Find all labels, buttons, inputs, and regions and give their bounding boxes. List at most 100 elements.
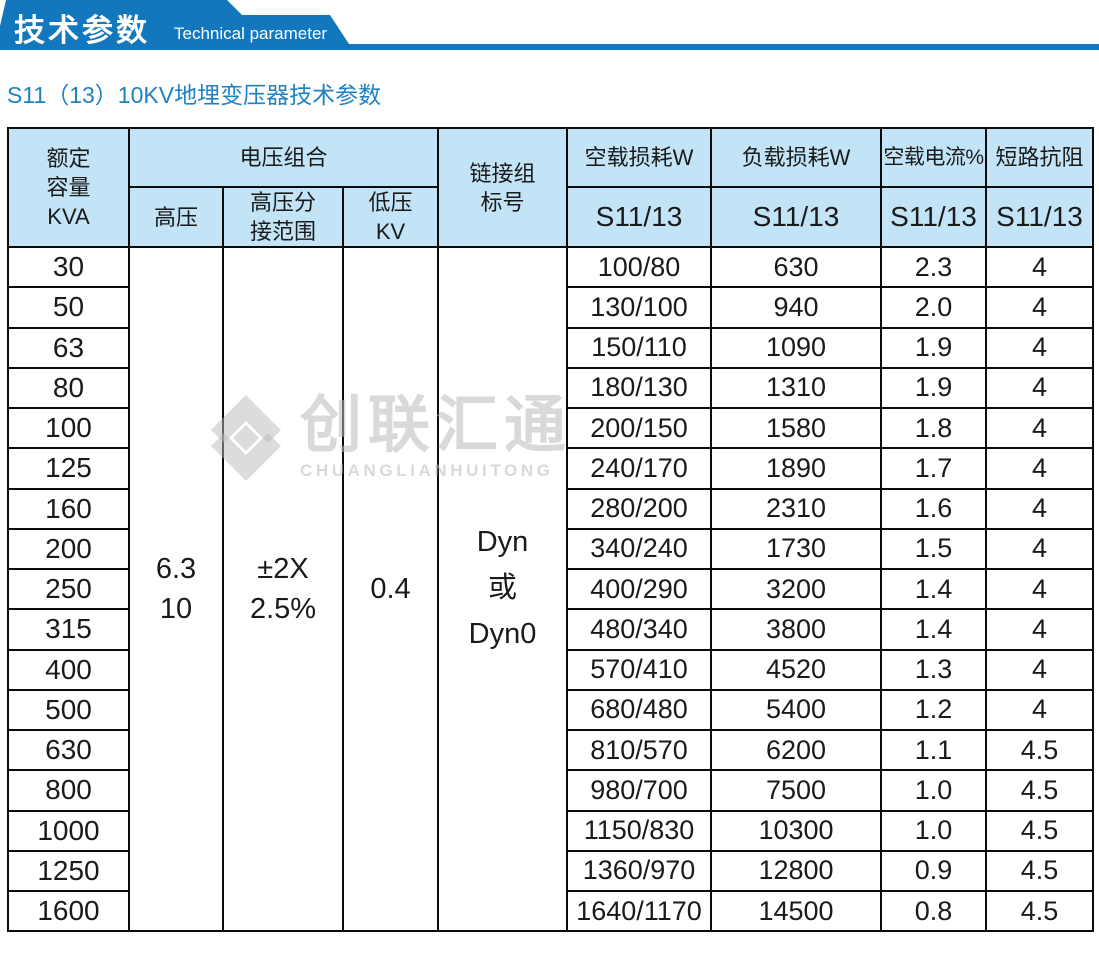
cell-impedance: 4 xyxy=(985,326,1095,369)
cell-capacity: 125 xyxy=(7,447,130,490)
cell-load-loss: 1310 xyxy=(710,366,883,410)
cell-load-loss: 6200 xyxy=(710,729,883,772)
cell-noload-loss: 240/170 xyxy=(566,447,713,490)
cell-noload-current: 1.7 xyxy=(880,447,988,490)
cell-noload-loss: 980/700 xyxy=(566,769,713,812)
spec-table: 额定 容量 KVA 电压组合 链接组 标号 空载损耗W 负载损耗W 空载电流% … xyxy=(7,126,1095,933)
table-row: 315 480/340 3800 1.4 4 xyxy=(7,608,1095,651)
cell-capacity: 50 xyxy=(7,286,130,329)
col-header-noload-current: 空载电流% xyxy=(880,127,988,188)
cell-capacity: 1250 xyxy=(7,849,130,893)
cell-load-loss: 630 xyxy=(710,246,883,289)
table-row: 1250 1360/970 12800 0.9 4.5 xyxy=(7,849,1095,893)
cell-load-loss: 3800 xyxy=(710,608,883,651)
cell-noload-loss: 680/480 xyxy=(566,688,713,732)
cell-impedance: 4 xyxy=(985,608,1095,651)
table-row: 250 400/290 3200 1.4 4 xyxy=(7,568,1095,611)
cell-noload-loss: 150/110 xyxy=(566,326,713,369)
cell-load-loss: 14500 xyxy=(710,890,883,933)
col-header-voltage-group: 电压组合 xyxy=(127,127,440,188)
cell-capacity: 1600 xyxy=(7,890,130,933)
cell-capacity: 63 xyxy=(7,326,130,369)
cell-impedance: 4 xyxy=(985,688,1095,732)
table-header-row-1: 额定 容量 KVA 电压组合 链接组 标号 空载损耗W 负载损耗W 空载电流% … xyxy=(7,126,1095,249)
table-body: 30 6.3 10 ±2X 2.5% 0.4 Dyn 或 Dyn0 100/80 630 2.… xyxy=(7,246,1095,933)
cell-load-loss: 4520 xyxy=(710,648,883,691)
col-header-impedance: 短路抗阻 xyxy=(985,127,1095,188)
table-row: 160 280/200 2310 1.6 4 xyxy=(7,487,1095,530)
cell-impedance: 4.5 xyxy=(985,849,1095,893)
header-banner: 技术参数 Technical parameter xyxy=(0,0,1099,50)
table-row: 1600 1640/1170 14500 0.8 4.5 xyxy=(7,890,1095,933)
table-header-row-2: 高压 高压分 接范围 低压 KV S11/13 S11/13 S11/13 S1… xyxy=(8,185,1095,249)
cell-capacity: 400 xyxy=(7,648,130,691)
cell-impedance: 4.5 xyxy=(985,809,1095,852)
cell-noload-current: 1.9 xyxy=(880,326,988,369)
cell-noload-current: 0.9 xyxy=(880,849,988,893)
cell-noload-current: 1.0 xyxy=(880,809,988,852)
cell-noload-current: 1.6 xyxy=(880,487,988,530)
cell-capacity: 250 xyxy=(7,568,130,611)
cell-capacity: 630 xyxy=(7,729,130,772)
merged-cell-lv: 0.4 xyxy=(341,246,440,933)
cell-capacity: 800 xyxy=(7,769,130,812)
cell-load-loss: 10300 xyxy=(710,809,883,852)
col-header-hv: 高压 xyxy=(128,185,224,249)
banner-ribbon-shape xyxy=(0,0,1099,50)
cell-load-loss: 5400 xyxy=(710,688,883,732)
cell-load-loss: 7500 xyxy=(710,769,883,812)
cell-load-loss: 1090 xyxy=(710,326,883,369)
cell-load-loss: 1730 xyxy=(710,527,883,571)
cell-noload-current: 1.0 xyxy=(880,769,988,812)
table-row: 125 240/170 1890 1.7 4 xyxy=(7,447,1095,490)
cell-impedance: 4.5 xyxy=(985,890,1095,933)
cell-noload-loss: 130/100 xyxy=(566,286,713,329)
cell-load-loss: 2310 xyxy=(710,487,883,530)
cell-noload-loss: 810/570 xyxy=(566,729,713,772)
cell-noload-current: 0.8 xyxy=(880,890,988,933)
cell-capacity: 1000 xyxy=(7,809,130,852)
cell-noload-loss: 200/150 xyxy=(566,407,713,450)
cell-noload-loss: 1150/830 xyxy=(566,809,713,852)
cell-capacity: 315 xyxy=(7,608,130,651)
table-row: 30 6.3 10 ±2X 2.5% 0.4 Dyn 或 Dyn0 100/80 630 2.… xyxy=(7,246,1095,933)
cell-capacity: 500 xyxy=(7,688,130,732)
cell-noload-loss: 1640/1170 xyxy=(566,890,713,933)
col-header-connection: 链接组 标号 xyxy=(437,126,569,249)
cell-noload-loss: 1360/970 xyxy=(566,849,713,893)
cell-impedance: 4 xyxy=(985,366,1095,410)
table-row: 80 180/130 1310 1.9 4 xyxy=(7,366,1095,410)
cell-load-loss: 12800 xyxy=(710,849,883,893)
cell-noload-loss: 280/200 xyxy=(566,487,713,530)
cell-load-loss: 1580 xyxy=(710,407,883,450)
col-subheader-model-load-loss: S11/13 xyxy=(710,185,883,249)
banner-title: 技术参数 xyxy=(14,13,150,48)
cell-load-loss: 3200 xyxy=(710,568,883,611)
col-header-capacity: 额定 容量 KVA xyxy=(7,126,130,249)
cell-impedance: 4 xyxy=(985,407,1095,450)
cell-noload-current: 2.0 xyxy=(880,286,988,329)
cell-noload-current: 1.1 xyxy=(880,729,988,772)
table-row: 800 980/700 7500 1.0 4.5 xyxy=(7,769,1095,812)
cell-noload-loss: 480/340 xyxy=(566,608,713,651)
cell-impedance: 4 xyxy=(985,527,1095,571)
cell-noload-loss: 100/80 xyxy=(566,246,713,289)
cell-noload-loss: 570/410 xyxy=(566,648,713,691)
cell-impedance: 4 xyxy=(985,648,1095,691)
cell-capacity: 160 xyxy=(7,487,130,530)
cell-noload-current: 1.3 xyxy=(880,648,988,691)
cell-noload-current: 2.3 xyxy=(880,246,988,289)
merged-cell-hv: 6.3 10 xyxy=(128,246,224,933)
table-row: 1000 1150/830 10300 1.0 4.5 xyxy=(7,809,1095,852)
cell-noload-loss: 400/290 xyxy=(566,568,713,611)
cell-noload-current: 1.4 xyxy=(880,608,988,651)
cell-noload-current: 1.9 xyxy=(880,366,988,410)
col-subheader-model-noload-current: S11/13 xyxy=(880,185,988,249)
cell-impedance: 4 xyxy=(985,568,1095,611)
merged-cell-connection: Dyn 或 Dyn0 xyxy=(437,246,569,933)
cell-noload-loss: 340/240 xyxy=(566,527,713,571)
table-row: 500 680/480 5400 1.2 4 xyxy=(7,688,1095,732)
cell-capacity: 80 xyxy=(7,366,130,410)
col-header-hv-tap: 高压分 接范围 xyxy=(222,185,344,249)
col-subheader-model-impedance: S11/13 xyxy=(985,185,1095,249)
